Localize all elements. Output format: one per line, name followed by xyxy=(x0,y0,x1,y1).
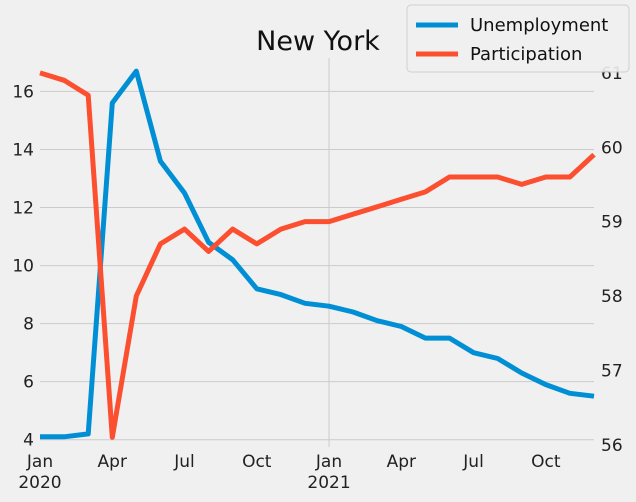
chart-title: New York xyxy=(256,26,380,57)
y-left-tick-8: 8 xyxy=(23,315,34,335)
x-tick-2021-01: Jan xyxy=(315,452,342,472)
y-right-tick-59: 59 xyxy=(601,213,623,233)
y-right-tick-56: 56 xyxy=(601,436,623,456)
x-tick-2020-04: Apr xyxy=(98,452,127,472)
legend: Unemployment Participation xyxy=(406,4,630,73)
y-left-tick-16: 16 xyxy=(12,82,34,102)
legend-label-participation: Participation xyxy=(470,44,582,65)
y-left-tick-labels: 4 6 8 10 12 14 16 xyxy=(12,82,34,450)
y-right-tick-58: 58 xyxy=(601,287,623,307)
x-tick-2020-10: Oct xyxy=(242,452,272,472)
y-right-tick-60: 60 xyxy=(601,138,623,158)
x-tick-year-2020: 2020 xyxy=(18,473,61,493)
series-lines xyxy=(39,68,596,440)
x-tick-2020-07: Jul xyxy=(173,452,195,472)
y-left-tick-10: 10 xyxy=(12,257,34,277)
x-tick-year-2021: 2021 xyxy=(307,473,350,493)
x-tick-2021-04: Apr xyxy=(387,452,416,472)
x-tick-2021-10: Oct xyxy=(531,452,561,472)
y-left-tick-4: 4 xyxy=(23,431,34,451)
series-line-unemployment xyxy=(40,68,595,440)
y-right-tick-57: 57 xyxy=(601,361,623,381)
x-tick-2020-01: Jan xyxy=(26,452,53,472)
legend-box xyxy=(406,4,630,73)
y-left-tick-12: 12 xyxy=(12,199,34,219)
series-line-participation xyxy=(39,70,596,440)
y-left-tick-14: 14 xyxy=(12,140,34,160)
legend-label-unemployment: Unemployment xyxy=(470,15,608,36)
y-left-tick-6: 6 xyxy=(23,373,34,393)
x-tick-2021-07: Jul xyxy=(462,452,484,472)
